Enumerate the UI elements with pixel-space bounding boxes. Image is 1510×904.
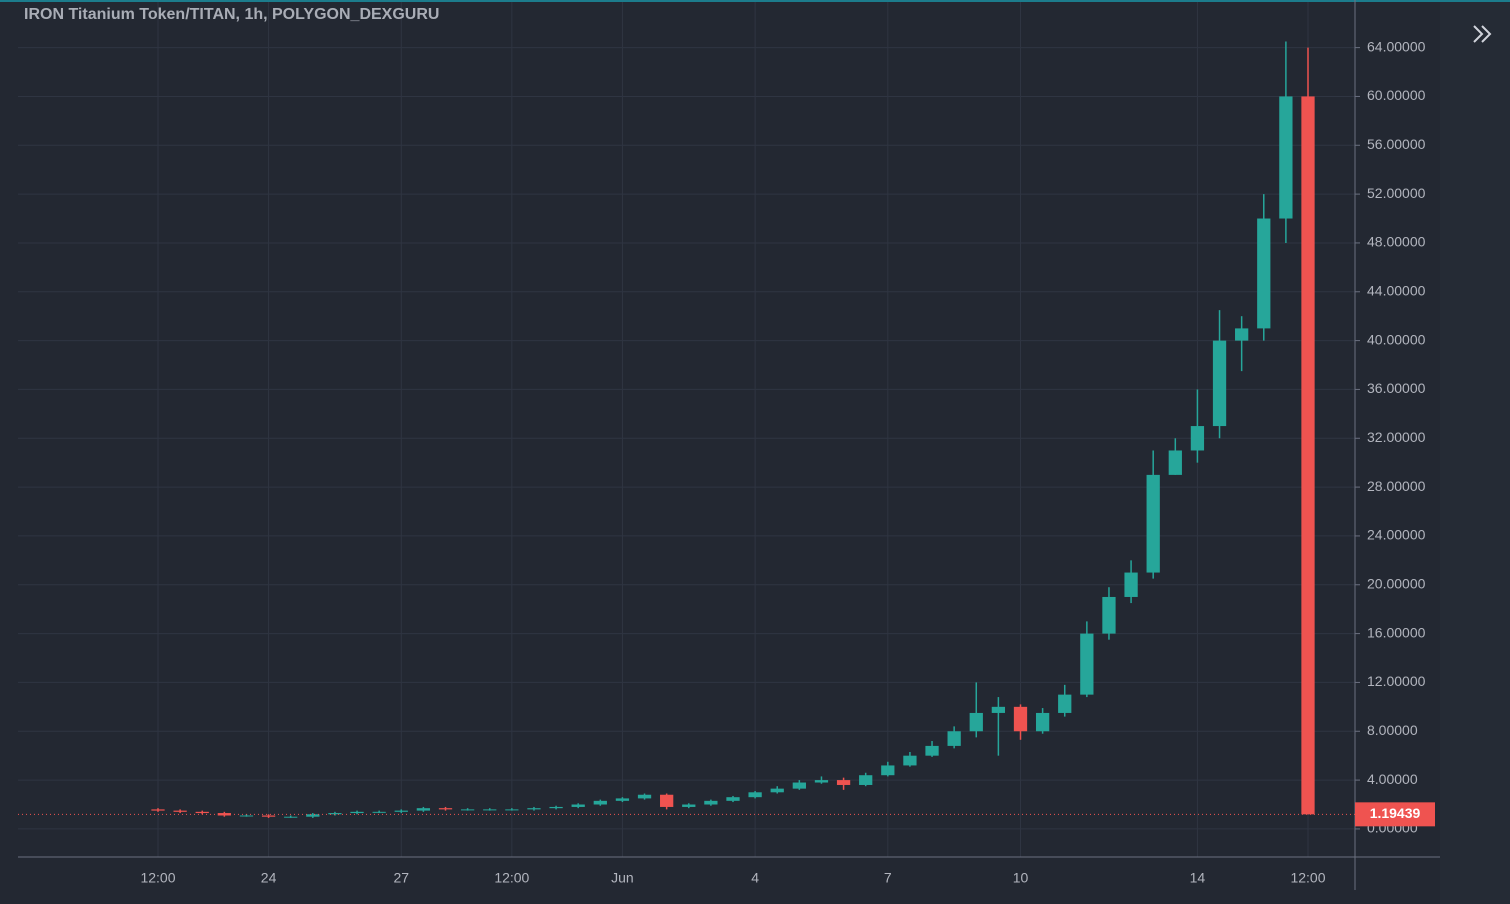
candle-body [1190, 426, 1205, 451]
candle-body [1301, 96, 1315, 815]
candle-body [460, 809, 475, 811]
last-price-box [1355, 802, 1435, 827]
candle-body [1212, 340, 1227, 427]
candle-body [660, 794, 674, 807]
collapse-button[interactable] [1473, 25, 1492, 43]
x-tick-label: 7 [884, 870, 892, 886]
y-tick-label: 32.00000 [1367, 429, 1426, 445]
candle-body [1058, 694, 1072, 713]
candle-body [151, 809, 165, 811]
candle-body [261, 815, 276, 817]
y-tick-label: 44.00000 [1367, 282, 1426, 298]
x-tick-label: 12:00 [140, 870, 175, 886]
candle-body [814, 780, 829, 783]
candle-body [1168, 450, 1182, 475]
candle-body [438, 808, 453, 810]
y-tick-label: 56.00000 [1367, 136, 1426, 152]
candle-body [836, 780, 851, 785]
y-tick-label: 64.00000 [1367, 38, 1426, 54]
x-tick-label: 27 [393, 870, 409, 886]
candle-body [416, 808, 431, 811]
candle-body [284, 816, 298, 818]
candle-body [748, 792, 762, 798]
candle-body [726, 797, 740, 801]
candle-body [1124, 572, 1138, 597]
candle-body [925, 745, 939, 756]
y-tick-label: 16.00000 [1367, 624, 1426, 640]
candle-body [615, 798, 630, 801]
y-tick-label: 60.00000 [1367, 87, 1426, 103]
y-tick-label: 20.00000 [1367, 575, 1426, 591]
candle-body [1102, 596, 1116, 634]
y-tick-label: 48.00000 [1367, 234, 1426, 250]
last-price-label: 1.19439 [1370, 805, 1421, 821]
x-tick-label: 14 [1190, 870, 1206, 886]
y-tick-label: 28.00000 [1367, 478, 1426, 494]
y-tick-label: 12.00000 [1367, 673, 1426, 689]
chart-title: IRON Titanium Token/TITAN, 1h, POLYGON_D… [24, 6, 439, 23]
candle-body [173, 810, 187, 812]
candle-body [770, 788, 784, 793]
candle-body [792, 782, 806, 789]
x-tick-label: 10 [1013, 870, 1029, 886]
candle-body [1080, 633, 1094, 695]
candle-body [637, 794, 652, 799]
y-tick-label: 4.00000 [1367, 771, 1418, 787]
candle-body [1035, 712, 1050, 732]
candle-body [195, 811, 209, 814]
y-tick-label: 24.00000 [1367, 527, 1426, 543]
x-tick-label: Jun [611, 870, 634, 886]
candle-body [306, 814, 320, 817]
candle-body [593, 800, 607, 805]
candle-body [1013, 706, 1028, 732]
x-tick-label: 4 [751, 870, 759, 886]
candle-body [217, 813, 231, 816]
candle-body [549, 806, 563, 809]
candle-body [1279, 96, 1293, 219]
candle-body [1235, 328, 1249, 341]
candle-body [859, 775, 873, 785]
candle-body [527, 808, 541, 810]
x-tick-label: 12:00 [494, 870, 529, 886]
candle-body [394, 810, 408, 812]
y-tick-label: 36.00000 [1367, 380, 1426, 396]
x-tick-label: 12:00 [1290, 870, 1325, 886]
candle-body [1257, 218, 1271, 329]
candle-body [350, 811, 364, 814]
y-tick-label: 52.00000 [1367, 185, 1426, 201]
candle-body [903, 755, 917, 766]
candle-body [969, 712, 983, 732]
y-tick-label: 8.00000 [1367, 722, 1418, 738]
candle-body [881, 765, 895, 776]
candle-body [571, 804, 585, 807]
candle-body [704, 800, 718, 805]
candle-body [991, 706, 1006, 713]
x-tick-label: 24 [261, 870, 277, 886]
candle-body [483, 809, 497, 811]
candle-body [505, 809, 519, 811]
candle-body [682, 804, 696, 807]
y-tick-label: 40.00000 [1367, 331, 1426, 347]
side-panel [1440, 0, 1510, 904]
candle-body [372, 811, 386, 813]
candle-body [328, 813, 342, 815]
candle-body [239, 815, 254, 817]
candle-body [947, 731, 961, 746]
candle-body [1146, 474, 1160, 573]
